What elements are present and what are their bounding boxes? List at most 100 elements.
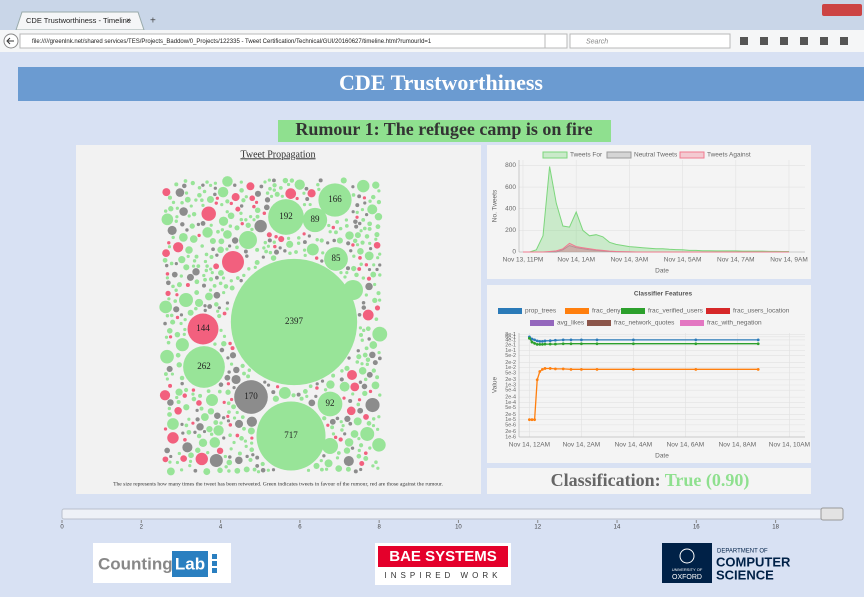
tweet-bubble [232, 416, 237, 420]
tweet-bubble [351, 392, 355, 396]
tweet-bubble [167, 297, 171, 301]
tweet-bubble [364, 212, 369, 217]
tweet-bubble [377, 351, 381, 355]
tweet-bubble [343, 432, 347, 436]
tweet-bubble [218, 281, 223, 286]
tweet-bubble [314, 394, 318, 398]
tweet-bubble [227, 469, 231, 473]
new-tab[interactable]: + [150, 16, 156, 27]
tweet-bubble [245, 454, 249, 459]
tweet-bubble [241, 198, 246, 203]
tweet-bubble [272, 183, 277, 188]
tweet-bubble [180, 455, 187, 462]
tweet-bubble [226, 356, 230, 360]
tweet-bubble [377, 415, 381, 419]
toolbar-icon[interactable] [820, 37, 828, 45]
tweet-bubble [278, 387, 291, 399]
tweet-bubble [342, 396, 346, 400]
tweet-bubble [209, 223, 213, 227]
tweet-bubble [374, 212, 383, 221]
tweet-bubble [359, 229, 363, 233]
tweet-bubble [365, 326, 371, 332]
tweet-bubble [229, 352, 237, 359]
tweet-bubble [205, 292, 213, 301]
search-box[interactable] [569, 33, 731, 49]
tweet-bubble [299, 396, 304, 401]
data-point [541, 339, 544, 343]
tweet-bubble [194, 279, 200, 285]
legend-swatch [565, 308, 589, 314]
tweet-bubble [361, 383, 368, 390]
x-axis-title: Date [655, 268, 669, 275]
tweet-bubble [235, 245, 239, 250]
window-close[interactable] [822, 4, 862, 16]
tweet-bubble [173, 306, 180, 313]
toolbar-icon[interactable] [840, 37, 848, 45]
tweet-bubble [166, 328, 173, 334]
tweet-bubble [375, 375, 380, 380]
tweet-bubble [206, 389, 211, 393]
tweet-bubble [370, 194, 376, 200]
tweet-bubble [315, 386, 319, 390]
tweet-bubble [247, 427, 255, 435]
tweet-bubble [175, 215, 179, 219]
tweet-bubble [174, 262, 178, 266]
tweet-bubble [167, 245, 172, 249]
tweet-bubble [225, 389, 231, 395]
tweet-bubble [372, 438, 386, 452]
toolbar-icon[interactable] [740, 37, 748, 45]
tweet-bubble [335, 416, 340, 421]
tweet-bubble [364, 346, 369, 351]
tweet-bubble [345, 466, 351, 472]
tweet-bubble [254, 207, 261, 214]
data-point [694, 342, 698, 346]
toolbar-icon[interactable] [780, 37, 788, 45]
tweet-bubble [356, 453, 362, 459]
tweet-bubble [163, 321, 167, 326]
tweet-bubble [319, 458, 323, 463]
tweet-bubble [166, 365, 173, 372]
tweet-bubble [235, 456, 243, 465]
tweet-bubble [302, 240, 307, 245]
legend-label: frac_with_negation [707, 320, 762, 327]
tweet-bubble [367, 337, 371, 341]
slider-thumb[interactable] [820, 507, 844, 521]
data-point [554, 342, 557, 346]
tab-close[interactable]: × [126, 16, 131, 25]
tweet-bubble [357, 179, 370, 193]
search-placeholder: Search [586, 38, 608, 45]
tweet-bubble [192, 259, 197, 263]
tweet-bubble [335, 465, 343, 472]
tweet-bubble [357, 221, 362, 226]
tweet-bubble [217, 389, 222, 394]
logo-dot [212, 554, 217, 559]
tweet-bubble [351, 185, 355, 189]
tweet-bubble [363, 414, 369, 420]
reload-button[interactable] [544, 33, 568, 49]
tweet-bubble [256, 401, 326, 471]
tweet-bubble [205, 180, 209, 184]
tweet-bubble [220, 203, 224, 207]
tweet-bubble [361, 217, 366, 222]
tweet-bubble [271, 390, 276, 395]
tweet-bubble [340, 369, 344, 373]
tweet-bubble [215, 253, 219, 257]
tweet-bubble [213, 420, 219, 425]
tweet-bubble [345, 271, 349, 275]
toolbar-icon[interactable] [800, 37, 808, 45]
tweet-bubble [344, 218, 349, 222]
tweet-bubble [165, 377, 169, 381]
tweet-bubble [251, 453, 255, 457]
bubble-label: 89 [311, 214, 321, 224]
toolbar-icon[interactable] [760, 37, 768, 45]
logo-text: UNIVERSITY OF [672, 567, 703, 572]
bubble-label: 192 [279, 211, 293, 221]
tweet-bubble [250, 227, 254, 232]
tweet-bubble [254, 259, 260, 265]
toolbar-icons [740, 37, 848, 45]
tweet-bubble [175, 338, 189, 352]
tweet-bubble [213, 181, 218, 185]
tweet-bubble [352, 254, 356, 258]
tweet-bubble [324, 467, 329, 471]
tweet-bubble [203, 308, 207, 313]
